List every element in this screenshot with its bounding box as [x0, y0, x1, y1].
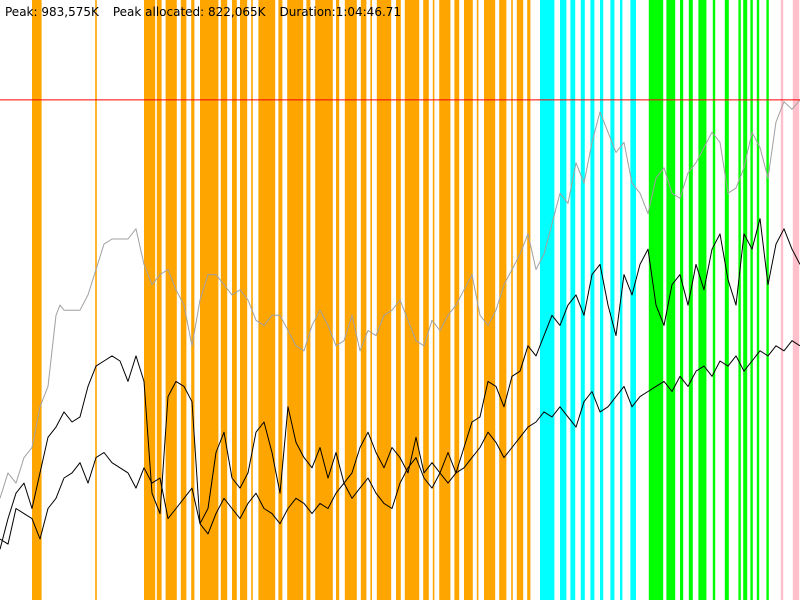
- phase-band-orange: [370, 0, 372, 600]
- phase-band-green: [766, 0, 769, 600]
- series-lines: [0, 99, 800, 550]
- phase-band-cyan: [630, 0, 636, 600]
- phase-band-orange: [360, 0, 367, 600]
- phase-band-orange: [232, 0, 237, 600]
- phase-band-cyan: [620, 0, 623, 600]
- phase-band-orange: [220, 0, 228, 600]
- stats-bar: Peak: 983,575K Peak allocated: 822,065K Du…: [5, 5, 415, 19]
- phase-band-orange: [439, 0, 451, 600]
- phase-band-orange: [180, 0, 187, 600]
- phase-band-orange: [200, 0, 219, 600]
- phase-band-orange: [251, 0, 253, 600]
- phase-band-green: [724, 0, 729, 600]
- series-line-0: [0, 99, 800, 499]
- phase-band-orange: [191, 0, 195, 600]
- phase-band-green: [666, 0, 676, 600]
- phase-band-orange: [95, 0, 97, 600]
- phase-band-orange: [165, 0, 177, 600]
- phase-band-cyan: [610, 0, 615, 600]
- phase-band-orange: [336, 0, 340, 600]
- phase-band-green: [648, 0, 664, 600]
- phase-band-orange: [156, 0, 162, 600]
- phase-band-orange: [499, 0, 507, 600]
- phase-band-orange: [315, 0, 333, 600]
- phase-band-cyan: [600, 0, 604, 600]
- phase-band-orange: [287, 0, 304, 600]
- phase-band-green: [738, 0, 741, 600]
- phase-band-green: [743, 0, 748, 600]
- phase-band-orange: [432, 0, 435, 600]
- phase-band-orange: [396, 0, 401, 600]
- phase-band-green: [756, 0, 760, 600]
- phase-band-orange: [511, 0, 513, 600]
- duration-label: Duration:1:04:46.71: [279, 5, 402, 19]
- phase-band-orange: [404, 0, 420, 600]
- phase-band-green: [698, 0, 707, 600]
- phase-band-orange: [32, 0, 42, 600]
- peak-allocated-label: Peak allocated: 822,065K: [112, 5, 266, 19]
- phase-band-pink: [780, 0, 784, 600]
- phase-band-green: [750, 0, 753, 600]
- phase-band-orange: [484, 0, 496, 600]
- phase-band-green: [712, 0, 716, 600]
- phase-band-orange: [376, 0, 392, 600]
- phase-band-pink: [792, 0, 800, 600]
- phase-band-orange: [454, 0, 460, 600]
- phase-band-orange: [306, 0, 311, 600]
- phase-band-orange: [527, 0, 531, 600]
- phase-band-orange: [516, 0, 524, 600]
- peak-label: Peak: 983,575K: [5, 5, 99, 19]
- phase-band-cyan: [570, 0, 576, 600]
- phase-band-cyan: [590, 0, 595, 600]
- phase-band-green: [680, 0, 684, 600]
- phase-band-orange: [240, 0, 248, 600]
- phase-band-orange: [464, 0, 473, 600]
- phase-band-orange: [344, 0, 357, 600]
- phase-band-orange: [423, 0, 429, 600]
- phase-band-cyan: [580, 0, 585, 600]
- phase-band-orange: [144, 0, 156, 600]
- series-line-2: [0, 340, 800, 545]
- phase-band-orange: [278, 0, 283, 600]
- phase-band-orange: [476, 0, 479, 600]
- phase-bands: [32, 0, 800, 600]
- phase-band-cyan: [540, 0, 555, 600]
- series-line-1: [0, 218, 800, 550]
- phase-band-cyan: [560, 0, 567, 600]
- phase-band-green: [688, 0, 693, 600]
